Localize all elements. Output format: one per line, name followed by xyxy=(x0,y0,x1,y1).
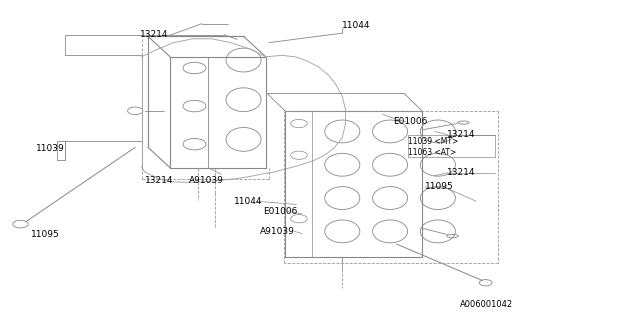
Circle shape xyxy=(479,280,492,286)
Text: 11039: 11039 xyxy=(36,144,65,153)
Text: 11095: 11095 xyxy=(425,182,454,191)
Text: 11044: 11044 xyxy=(234,197,262,206)
Text: 13214: 13214 xyxy=(140,30,168,39)
Text: 13214: 13214 xyxy=(447,168,476,177)
Text: 11039 <MT>: 11039 <MT> xyxy=(408,137,458,146)
Text: 11063 <AT>: 11063 <AT> xyxy=(408,148,456,157)
Text: A91039: A91039 xyxy=(189,176,224,185)
Text: A91039: A91039 xyxy=(259,227,294,236)
Text: E01006: E01006 xyxy=(262,207,297,216)
Text: 13214: 13214 xyxy=(447,130,476,139)
Text: 11044: 11044 xyxy=(342,21,371,30)
Text: 11095: 11095 xyxy=(31,230,60,239)
Text: E01006: E01006 xyxy=(394,117,428,126)
Text: 13214: 13214 xyxy=(145,176,173,185)
Circle shape xyxy=(13,220,28,228)
Text: A006001042: A006001042 xyxy=(460,300,513,309)
